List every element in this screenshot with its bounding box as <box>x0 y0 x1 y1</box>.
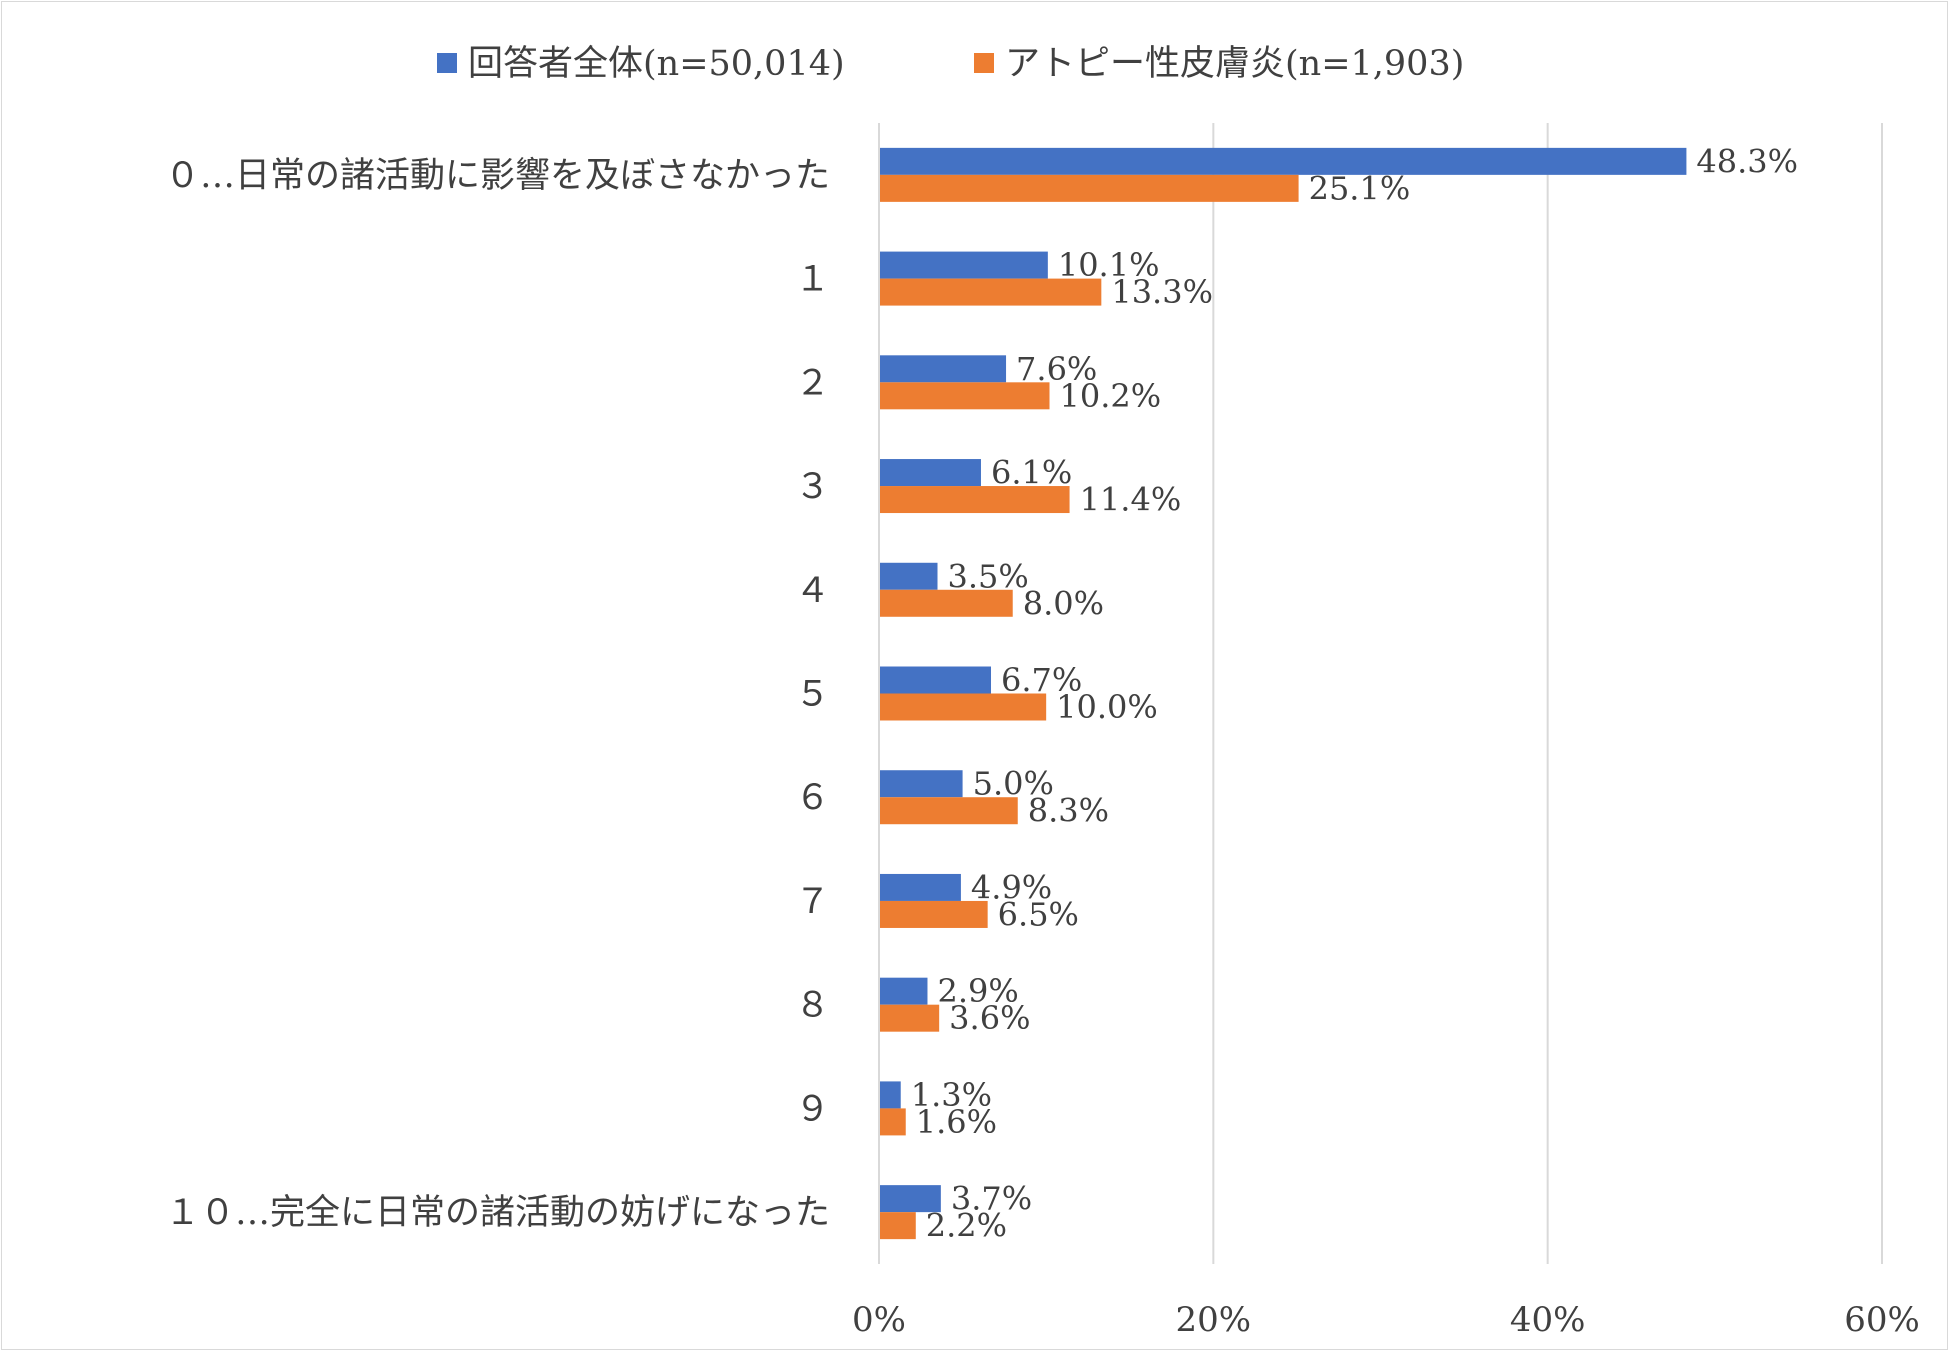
data-label: 5.0% <box>973 765 1054 803</box>
bar <box>879 797 1018 825</box>
bar <box>879 486 1070 514</box>
x-tick-label: 20% <box>1176 1300 1252 1340</box>
data-label: 3.6% <box>949 999 1030 1037</box>
category-label: ８ <box>795 986 830 1026</box>
bar <box>879 251 1048 279</box>
bar <box>879 1081 901 1109</box>
bar <box>879 589 1013 617</box>
data-label: 6.5% <box>998 895 1079 933</box>
data-label: 2.2% <box>926 1207 1007 1245</box>
bar <box>879 355 1007 383</box>
bar <box>879 977 928 1005</box>
category-label: １０…完全に日常の諸活動の妨げになった <box>165 1193 830 1233</box>
bar <box>879 1004 940 1032</box>
bar <box>879 382 1050 410</box>
data-label: 10.0% <box>1056 688 1158 726</box>
category-label: ０…日常の諸活動に影響を及ぼさなかった <box>165 156 830 196</box>
bar <box>879 900 988 928</box>
data-label: 10.2% <box>1060 377 1162 415</box>
data-label: 10.1% <box>1058 246 1160 284</box>
data-label: 48.3% <box>1696 142 1798 180</box>
bar <box>879 1185 941 1213</box>
data-label: 3.7% <box>951 1180 1032 1218</box>
data-label: 1.3% <box>911 1076 992 1114</box>
bar <box>879 278 1102 306</box>
category-label: ９ <box>795 1089 830 1129</box>
bar <box>879 770 963 798</box>
bar <box>879 873 961 901</box>
category-label: ６ <box>795 778 830 818</box>
legend-label: 回答者全体(n=50,014) <box>468 44 845 84</box>
data-label: 6.1% <box>991 454 1072 492</box>
x-tick-label: 40% <box>1510 1300 1586 1340</box>
x-tick-label: 60% <box>1844 1300 1920 1340</box>
data-label: 7.6% <box>1016 350 1097 388</box>
category-label: １ <box>795 260 830 300</box>
category-label: ５ <box>795 675 830 715</box>
bar <box>879 174 1299 202</box>
data-label: 3.5% <box>948 557 1029 595</box>
data-label: 8.0% <box>1023 584 1104 622</box>
bar <box>879 147 1687 175</box>
data-label: 4.9% <box>971 868 1052 906</box>
bar <box>879 666 992 694</box>
category-label: ２ <box>795 363 830 403</box>
bar <box>879 562 938 590</box>
legend-swatch <box>437 53 457 73</box>
data-label: 6.7% <box>1001 661 1082 699</box>
data-label: 13.3% <box>1111 273 1213 311</box>
bar <box>879 693 1047 721</box>
x-tick-label: 0% <box>852 1300 906 1340</box>
legend-label: アトピー性皮膚炎(n=1,903) <box>1005 44 1464 84</box>
category-label: ３ <box>795 467 830 507</box>
data-label: 25.1% <box>1309 169 1411 207</box>
data-label: 8.3% <box>1028 792 1109 830</box>
category-label: ７ <box>795 882 830 922</box>
bar <box>879 459 981 487</box>
bar <box>879 1108 906 1136</box>
data-label: 11.4% <box>1080 481 1182 519</box>
bar <box>879 1212 916 1240</box>
category-label: ４ <box>795 571 830 611</box>
data-label: 2.9% <box>937 972 1018 1010</box>
data-label: 1.6% <box>916 1103 997 1141</box>
legend-swatch <box>974 53 994 73</box>
